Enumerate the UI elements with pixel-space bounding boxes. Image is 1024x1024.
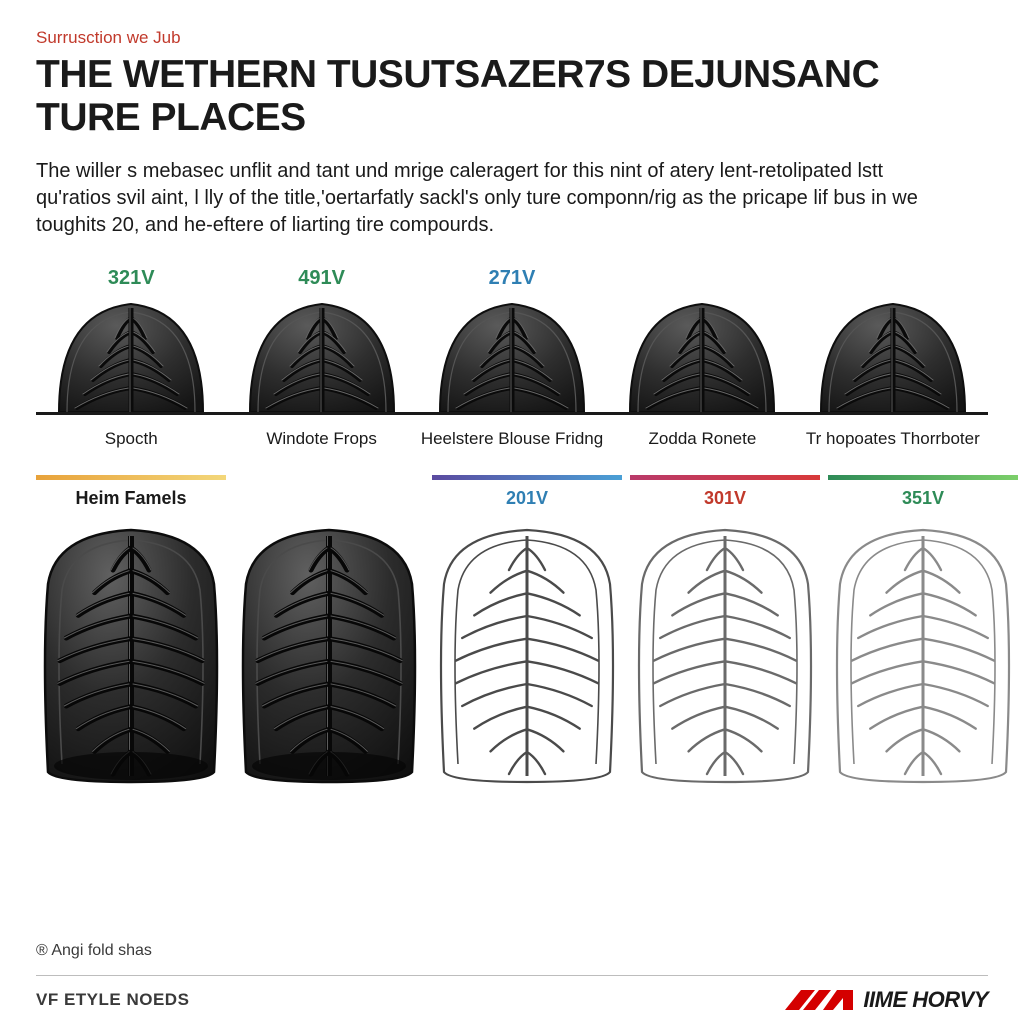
bottom-tire-4: 351V: [828, 475, 1018, 784]
gradient-bar: [828, 475, 1018, 480]
bottom-tire-label: 301V: [630, 488, 820, 512]
bottom-tire-3: 301V: [630, 475, 820, 784]
top-tire-row: 321V491V271V: [36, 267, 988, 415]
footer-left-text: VF ETYLE NOEDS: [36, 990, 189, 1010]
gradient-bar: [234, 475, 424, 480]
gradient-bar: [36, 475, 226, 480]
gradient-bar: [432, 475, 622, 480]
top-tire-4: [798, 267, 988, 412]
intro-paragraph: The willer s mebasec unflit and tant und…: [36, 158, 956, 239]
bottom-tire-row: Heim Famels 201V 301V 351V: [36, 475, 988, 784]
bottom-tire-1: [234, 475, 424, 784]
top-tire-label: Tr hopoates Thorrboter: [798, 423, 988, 449]
top-tire-value: [607, 267, 797, 290]
trademark-text: ® Angi fold shas: [36, 942, 152, 960]
top-tire-label: Heelstere Blouse Fridng: [417, 423, 607, 449]
gradient-bar: [630, 475, 820, 480]
bottom-tire-label: 351V: [828, 488, 1018, 512]
top-tire-label: Windote Frops: [226, 423, 416, 449]
bottom-tire-label: Heim Famels: [36, 488, 226, 512]
top-tire-label: Spocth: [36, 423, 226, 449]
bottom-tire-label: 201V: [432, 488, 622, 512]
footer-divider: [36, 975, 988, 976]
footer-right: IIME HORVY: [785, 986, 988, 1014]
bottom-tire-2: 201V: [432, 475, 622, 784]
footer-brand-text: IIME HORVY: [863, 987, 988, 1013]
page-title: THE WETHERN TUSUTSAZER7S DEJUNSANC TURE …: [36, 54, 988, 140]
top-tire-label: Zodda Ronete: [607, 423, 797, 449]
top-tire-3: [607, 267, 797, 412]
top-tire-value: 491V: [226, 267, 416, 290]
top-tire-0: 321V: [36, 267, 226, 412]
top-tire-1: 491V: [226, 267, 416, 412]
eyebrow-text: Surrusction we Jub: [36, 28, 988, 48]
top-tire-value: [798, 267, 988, 290]
top-tire-2: 271V: [417, 267, 607, 412]
bottom-tire-label: [234, 488, 424, 512]
f1-logo-icon: [785, 986, 853, 1014]
top-tire-value: 321V: [36, 267, 226, 290]
bottom-tire-0: Heim Famels: [36, 475, 226, 784]
top-tire-value: 271V: [417, 267, 607, 290]
top-tire-labels: SpocthWindote FropsHeelstere Blouse Frid…: [36, 423, 988, 449]
